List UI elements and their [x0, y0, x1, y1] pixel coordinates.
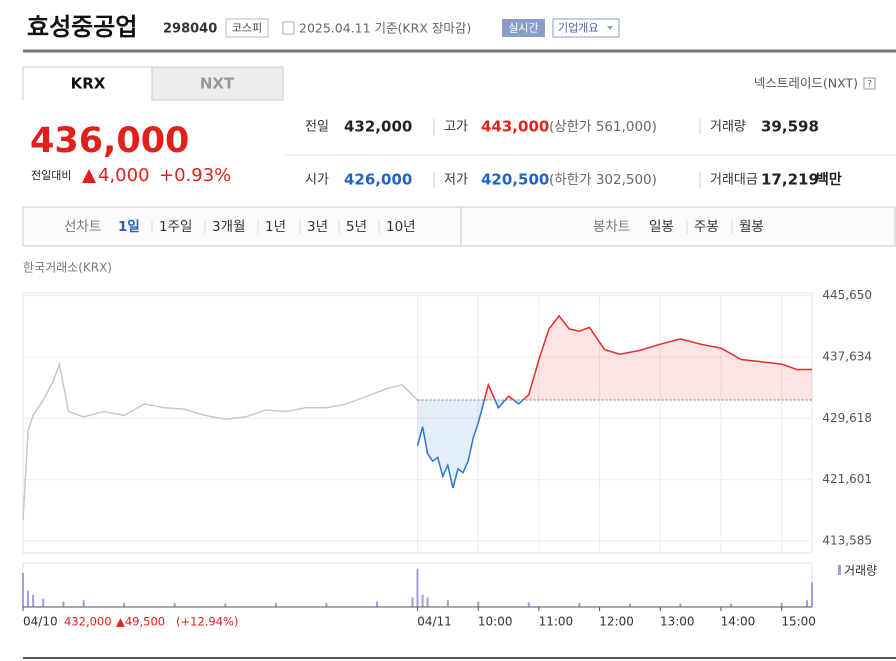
period-button[interactable]: 3개월 — [212, 219, 245, 235]
stock-code: 298040 — [163, 22, 217, 37]
legend-swatch — [838, 565, 841, 575]
chart-subtitle: 한국거래소(KRX) — [23, 261, 112, 275]
market-badge — [225, 18, 269, 38]
volume-bar — [32, 594, 35, 607]
company-info[interactable]: 기업개요 — [558, 22, 598, 35]
tab-inactive[interactable] — [151, 66, 284, 101]
legend-label: 거래량 — [844, 564, 877, 578]
volume-bar — [22, 572, 24, 607]
stat-label: 고가 — [444, 120, 468, 135]
x-tick-label: 13:00 — [660, 615, 695, 629]
date: 2025.04.11 기준(KRX 장마감) — [299, 21, 471, 36]
x-tick-label: 04/10 — [23, 615, 58, 629]
market: 코스피 — [232, 22, 262, 35]
stat-label: 거래량 — [710, 120, 746, 135]
y-tick-label: 413,585 — [822, 533, 872, 547]
x-tick-label: 11:00 — [539, 615, 574, 629]
period-button[interactable]: 10년 — [386, 219, 416, 235]
volume-bar — [421, 594, 424, 607]
stat-label: 저가 — [444, 173, 468, 188]
stat-value: 443,000 — [481, 118, 549, 136]
stat-note: (상한가 561,000) — [549, 119, 657, 135]
stat-value: 17,219 — [761, 171, 819, 189]
realtime-badge[interactable] — [502, 19, 545, 37]
stat-label: 거래대금 — [710, 173, 758, 188]
price-line — [22, 361, 419, 521]
period-button[interactable]: 3년 — [307, 219, 328, 235]
period-button[interactable]: 월봉 — [739, 219, 764, 235]
y-tick-label: 445,650 — [822, 288, 872, 302]
x-tick-label: 04/11 — [417, 615, 452, 629]
stat-unit: 백만 — [816, 172, 842, 188]
volume-bar — [62, 601, 65, 607]
period-label: 선차트 — [64, 219, 101, 235]
company-badge[interactable] — [552, 18, 620, 38]
area — [417, 315, 812, 488]
volume-bar — [224, 603, 227, 607]
volume-bar — [27, 590, 30, 607]
volume-bar — [416, 568, 419, 607]
x-tick-label: 10:00 — [478, 615, 513, 629]
x-tick-label: 15:00 — [781, 615, 816, 629]
volume-bar — [173, 602, 176, 607]
change-label: 전일대비 — [31, 168, 71, 182]
realtime[interactable]: 실시간 — [508, 22, 538, 35]
period-button[interactable]: 1주일 — [159, 219, 192, 235]
calendar-icon — [282, 21, 295, 35]
volume-bar — [527, 602, 530, 607]
stat-value: 39,598 — [761, 118, 819, 136]
volume-bar — [780, 602, 783, 607]
stat-value: 432,000 — [344, 118, 412, 136]
prev-close: 432,000 — [64, 615, 112, 629]
stat-value: 426,000 — [344, 171, 412, 189]
volume-bar — [805, 600, 808, 607]
y-tick-label: 437,634 — [822, 349, 872, 363]
y-tick-label: 429,618 — [822, 411, 872, 425]
x-tick-label: 12:00 — [599, 615, 634, 629]
stat-label: 전일 — [305, 120, 329, 135]
stat-note: (하한가 302,500) — [549, 172, 657, 188]
period-button[interactable]: 5년 — [346, 219, 367, 235]
volume-bar — [446, 600, 449, 607]
volume-bar — [578, 602, 581, 607]
x-tick-label: 14:00 — [721, 615, 756, 629]
prev-rate: (+12.94%) — [176, 615, 238, 629]
price: 436,000 — [30, 121, 189, 161]
volume-bar — [679, 603, 682, 607]
stat-label: 시가 — [305, 173, 329, 188]
volume-bar — [42, 598, 45, 607]
period-button[interactable]: 일봉 — [649, 219, 674, 235]
volume-bar — [628, 603, 631, 607]
volume-bar — [274, 602, 277, 607]
volume-bar — [325, 602, 328, 607]
help-mark: ? — [867, 80, 872, 90]
rate: +0.93% — [159, 165, 231, 186]
price-line — [416, 314, 812, 489]
help-icon[interactable] — [863, 77, 876, 90]
volume-bar — [376, 601, 379, 607]
stat-value: 420,500 — [481, 171, 549, 189]
period-button[interactable]: 주봉 — [694, 219, 719, 235]
up-arrow — [82, 169, 96, 183]
volume-bar — [426, 597, 429, 607]
period-label: 봉차트 — [593, 219, 630, 235]
y-tick-label: 421,601 — [822, 472, 872, 486]
period-button[interactable]: 1일 — [118, 219, 140, 235]
volume-bar — [730, 603, 733, 607]
period-bar — [22, 206, 896, 247]
tab-krx[interactable]: KRX — [71, 75, 106, 93]
volume-bar — [411, 597, 414, 607]
volume-bar — [477, 601, 480, 607]
change: 4,000 — [98, 165, 150, 186]
tab-nxt[interactable]: NXT — [200, 75, 235, 93]
period-button[interactable]: 1년 — [265, 219, 286, 235]
volume-bar — [811, 582, 813, 607]
volume-bar — [82, 600, 85, 607]
dropdown-arrow — [607, 26, 613, 30]
nxt-link[interactable]: 넥스트레이드(NXT) — [754, 76, 858, 91]
volume-bar — [123, 602, 126, 607]
prev-change: ▲49,500 — [116, 615, 165, 629]
stock-name: 효성중공업 — [27, 13, 137, 41]
